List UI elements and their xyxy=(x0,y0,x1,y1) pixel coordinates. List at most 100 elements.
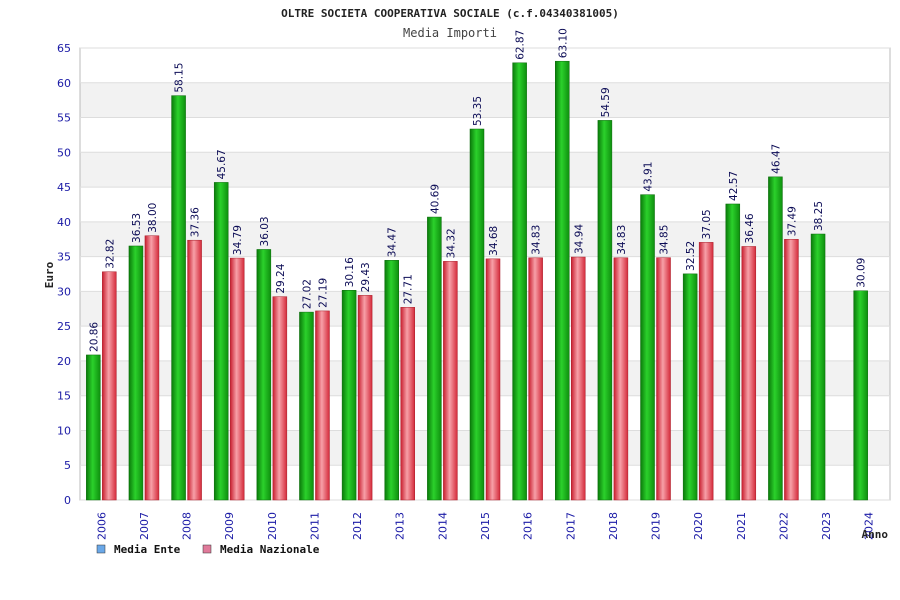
bar-media-nazionale xyxy=(443,261,458,501)
label-media-ente: 36.53 xyxy=(131,213,143,243)
bars xyxy=(86,60,868,501)
bar-media-nazionale xyxy=(656,257,671,501)
bar-media-nazionale xyxy=(400,307,415,501)
x-tick-label: 2016 xyxy=(522,512,535,540)
y-tick-label: 40 xyxy=(57,216,71,229)
label-media-ente: 46.47 xyxy=(770,144,782,174)
x-tick-label: 2009 xyxy=(223,512,236,540)
x-tick-label: 2010 xyxy=(266,512,279,540)
label-media-ente: 58.15 xyxy=(174,63,186,93)
legend: Media Ente Media Nazionale xyxy=(96,543,320,556)
label-media-ente: 62.87 xyxy=(515,30,527,60)
bar-media-ente xyxy=(341,290,357,501)
bar-media-ente xyxy=(768,176,783,501)
y-tick-label: 65 xyxy=(57,42,71,55)
label-media-nazionale: 36.46 xyxy=(744,213,756,243)
x-tick-label: 2021 xyxy=(735,512,748,540)
label-media-ente: 53.35 xyxy=(472,96,484,126)
label-media-ente: 54.59 xyxy=(600,87,612,117)
x-tick-label: 2007 xyxy=(138,512,151,540)
label-media-nazionale: 32.82 xyxy=(104,239,116,269)
bar-media-ente xyxy=(640,194,655,501)
bar-media-ente xyxy=(682,273,698,501)
bar-media-ente xyxy=(469,128,485,501)
bar-media-ente xyxy=(128,245,144,501)
label-media-ente: 27.02 xyxy=(301,279,313,309)
x-tick-label: 2011 xyxy=(308,512,321,540)
x-tick-label: 2024 xyxy=(863,512,876,540)
bar-media-nazionale xyxy=(571,256,586,501)
label-media-ente: 20.86 xyxy=(88,322,100,352)
label-media-nazionale: 37.36 xyxy=(190,207,202,237)
bar-media-ente xyxy=(810,233,826,501)
y-tick-label: 25 xyxy=(57,320,71,333)
label-media-nazionale: 27.71 xyxy=(403,274,415,304)
y-axis-ticks: 0 5 10 15 20 25 30 35 40 45 50 55 60 65 xyxy=(57,42,71,507)
y-tick-label: 50 xyxy=(57,146,71,159)
bar-media-ente xyxy=(597,120,613,501)
y-axis-label: Euro xyxy=(43,261,56,288)
x-tick-label: 2014 xyxy=(436,512,449,540)
legend-label-nazionale: Media Nazionale xyxy=(220,543,320,556)
label-media-nazionale: 37.49 xyxy=(786,206,798,236)
label-media-ente: 30.16 xyxy=(344,257,356,287)
label-media-ente: 42.57 xyxy=(728,171,740,201)
y-tick-label: 45 xyxy=(57,181,71,194)
x-tick-label: 2006 xyxy=(95,512,108,540)
y-tick-label: 0 xyxy=(64,494,71,507)
x-tick-label: 2019 xyxy=(650,512,663,540)
label-media-ente: 34.47 xyxy=(387,227,399,257)
y-tick-label: 20 xyxy=(57,355,71,368)
bar-media-ente xyxy=(427,216,442,501)
x-tick-label: 2022 xyxy=(777,512,790,540)
label-media-nazionale: 34.68 xyxy=(488,226,500,256)
bar-media-ente xyxy=(853,290,868,501)
bar-media-nazionale xyxy=(613,257,629,501)
label-media-ente: 30.09 xyxy=(856,258,868,288)
legend-swatch-ente xyxy=(96,544,106,554)
x-tick-label: 2008 xyxy=(181,512,194,540)
bar-media-nazionale xyxy=(528,257,543,501)
label-media-nazionale: 29.43 xyxy=(360,262,372,292)
x-tick-label: 2012 xyxy=(351,512,364,540)
label-media-nazionale: 34.94 xyxy=(573,224,585,254)
bar-value-labels: 20.86 32.82 36.53 38.00 58.15 37.36 45.67 34.79… xyxy=(88,28,867,352)
y-tick-label: 30 xyxy=(57,285,71,298)
label-media-ente: 40.69 xyxy=(429,184,441,214)
chart-title: OLTRE SOCIETA COOPERATIVA SOCIALE (c.f.0… xyxy=(281,7,619,20)
y-tick-label: 35 xyxy=(57,251,71,264)
bar-media-ente xyxy=(171,95,186,501)
x-tick-label: 2018 xyxy=(607,512,620,540)
bar-media-nazionale xyxy=(698,242,714,501)
y-tick-label: 5 xyxy=(64,459,71,472)
y-tick-label: 60 xyxy=(57,77,71,90)
bar-media-ente xyxy=(299,311,314,501)
bar-media-nazionale xyxy=(784,239,799,501)
bar-media-nazionale xyxy=(741,246,757,501)
y-tick-label: 10 xyxy=(57,424,71,437)
x-axis-ticks: 2006 2007 2008 2009 2010 2011 2012 2013 2014 2015… xyxy=(95,512,875,540)
x-tick-label: 2015 xyxy=(479,512,492,540)
grid-band xyxy=(80,117,890,153)
x-tick-label: 2017 xyxy=(564,512,577,540)
x-tick-label: 2023 xyxy=(820,512,833,540)
label-media-nazionale: 34.79 xyxy=(232,225,244,255)
label-media-ente: 32.52 xyxy=(685,241,697,271)
y-tick-label: 15 xyxy=(57,390,71,403)
y-tick-label: 55 xyxy=(57,112,71,125)
bar-media-ente xyxy=(86,354,101,501)
grid-band xyxy=(80,82,890,118)
label-media-nazionale: 34.32 xyxy=(445,228,457,258)
label-media-nazionale: 34.83 xyxy=(616,225,628,255)
grid-band xyxy=(80,152,890,188)
label-media-ente: 45.67 xyxy=(216,149,228,179)
label-media-nazionale: 29.24 xyxy=(275,263,287,293)
bar-media-nazionale xyxy=(187,239,202,501)
label-media-nazionale: 27.19 xyxy=(317,278,329,308)
bar-media-ente xyxy=(213,182,229,501)
bar-media-nazionale xyxy=(144,235,160,501)
bar-media-ente xyxy=(384,260,399,501)
bar-media-ente xyxy=(725,203,741,501)
bar-media-nazionale xyxy=(272,296,288,501)
